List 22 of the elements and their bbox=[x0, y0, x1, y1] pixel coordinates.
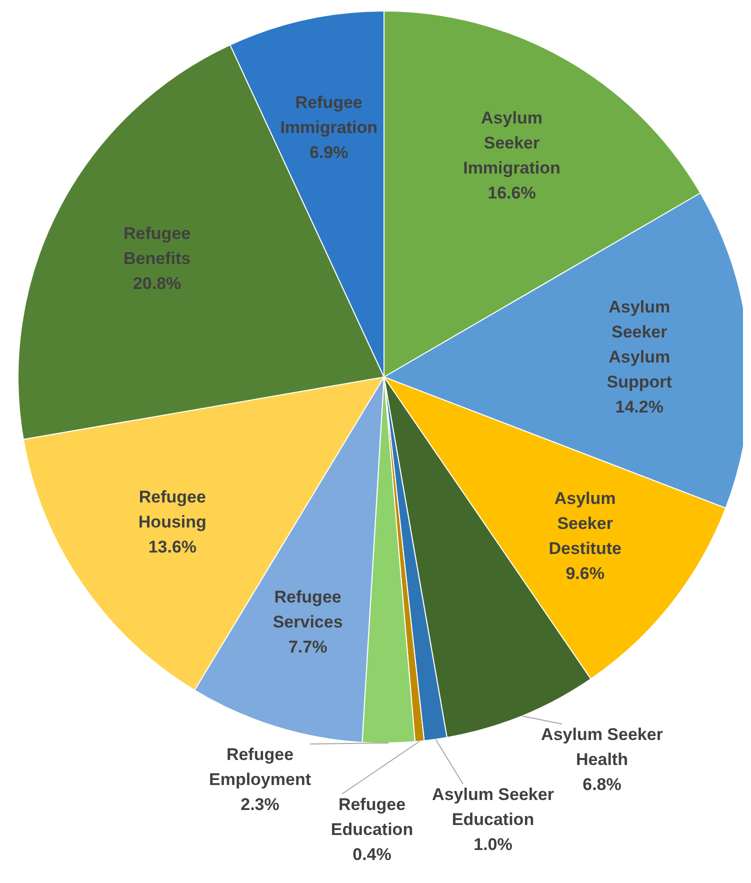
data-label: 1.0% bbox=[474, 835, 512, 854]
data-label: 13.6% bbox=[148, 537, 197, 556]
data-label: 16.6% bbox=[488, 183, 536, 202]
data-label: 0.4% bbox=[352, 845, 392, 864]
data-label: 6.9% bbox=[309, 142, 348, 162]
slice-label: Refugee Housing bbox=[138, 487, 206, 532]
data-label: 7.7% bbox=[288, 638, 328, 657]
slice-label: Refugee Benefits bbox=[124, 224, 191, 268]
slice-label: Refugee Employment bbox=[208, 745, 312, 789]
data-label: 20.8% bbox=[132, 274, 182, 294]
slice-label: Asylum Seeker Education bbox=[432, 785, 554, 829]
data-label: 9.6% bbox=[566, 564, 604, 584]
slice-label: Refugee Immigration bbox=[280, 92, 378, 137]
slice-label: Refugee Education bbox=[330, 795, 414, 839]
slice-label: Asylum Seeker Destitute bbox=[548, 489, 622, 558]
data-label: 14.2% bbox=[615, 397, 664, 416]
slice-label: Asylum Seeker Asylum Support bbox=[606, 297, 672, 392]
data-label: 6.8% bbox=[582, 775, 622, 794]
slice-label: Asylum Seeker Immigration bbox=[463, 108, 560, 178]
data-label: 2.3% bbox=[240, 795, 280, 814]
slice-label: Asylum Seeker Health bbox=[541, 725, 664, 769]
slice-label: Refugee Services bbox=[272, 588, 343, 632]
